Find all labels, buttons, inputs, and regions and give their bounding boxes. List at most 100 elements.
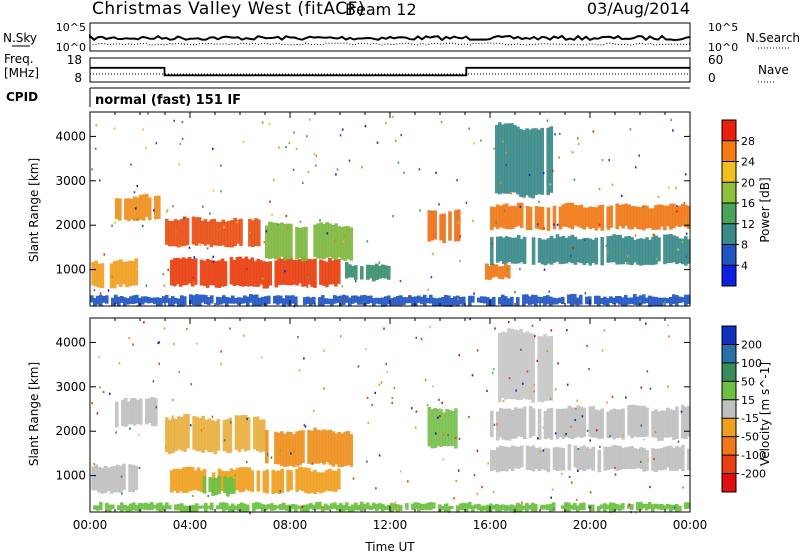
colorbar-tick-label-0: 200 [741,338,762,351]
echo-region-1 [115,397,158,428]
colorbar-swatch-0 [722,265,736,287]
xtick-label-0: 00:00 [73,518,108,532]
velocity-panel: 1000 2000 3000 4000 00:00 04:00 08:00 12:00 16:0… [27,317,772,554]
frequency-traces [90,66,690,77]
colorbar-tick-label-3: 16 [741,197,755,210]
echo-region-8 [490,202,691,231]
noise-left-tick-bottom: 10^0 [56,41,86,54]
colorbar-swatch-7 [722,455,736,474]
echo-region-8 [490,444,691,473]
colorbar-swatch-5 [722,418,736,437]
freq-right-tick-bottom: 0 [708,71,716,85]
echo-region-9 [490,233,691,266]
velocity-data [91,318,691,515]
noise-search-label: N.Search [746,31,800,45]
station-title: Christmas Valley West (fitACF) [92,0,365,19]
noise-right-tick-top: 10^5 [708,21,738,34]
ytick-label-4000: 4000 [55,335,86,349]
noise-left-tick-top: 10^5 [56,21,86,34]
search-noise-line [89,42,691,46]
echo-region-10 [495,122,554,199]
colorbar-tick-label-1: 100 [741,357,762,370]
xtick-label-6: 00:00 [673,518,708,532]
colorbar-swatch-6 [722,436,736,456]
echo-region-6 [427,209,461,243]
echo-region-7 [485,262,511,280]
colorbar-swatch-2 [722,223,736,245]
cpid-panel: CPID normal (fast) 151 IF [6,87,690,108]
colorbar-tick-label-2: 50 [741,375,755,388]
echo-region-0 [91,463,139,494]
colorbar-swatch-0 [722,326,736,345]
colorbar-tick-label-1: 8 [741,239,748,252]
echo-region-5 [345,262,391,282]
noise-panel: N.Sky 10^5 10^0 10^5 10^0 N.Search [3,21,800,54]
power-data [90,112,691,308]
echo-region-1 [115,193,161,222]
cpid-label: CPID [6,90,38,104]
xtick-label-3: 12:00 [373,518,408,532]
colorbar-tick-label-6: 28 [741,135,755,148]
colorbar-swatch-2 [722,362,736,382]
colorbar-tick-label-3: 15 [741,394,755,407]
echo-region-2 [165,413,266,455]
echo-region-6 [427,407,458,449]
colorbar-tick-label-0: 4 [741,259,748,272]
xtick-label-5: 20:00 [573,518,608,532]
time-axis-label: Time UT [364,540,415,554]
colorbar-swatch-4 [722,399,736,419]
echo-region-7 [490,404,691,441]
power-panel: 1000 2000 3000 4000 Slant Range [km] 4 8 12 16… [27,111,772,308]
echo-region-3 [170,256,341,289]
mode-label: normal (fast) 151 IF [95,93,241,108]
xtick-label-4: 16:00 [473,518,508,532]
colorbar-swatch-1 [722,344,736,364]
colorbar-swatch-6 [722,140,736,162]
echo-region-9 [498,328,554,403]
sky-noise-line [89,33,691,42]
date-label: 03/Aug/2014 [587,0,690,18]
colorbar-swatch-3 [722,381,736,401]
ytick-label-4000: 4000 [55,129,86,143]
colorbar-frame [721,325,737,493]
echo-region-5 [265,427,354,468]
freq-label-line1: Freq. [4,52,34,66]
colorbar-tick-label-5: 24 [741,156,755,169]
echo-region-4 [265,221,354,262]
ytick-label-2000: 2000 [55,218,86,232]
ytick-label-1000: 1000 [55,263,86,277]
colorbar-swatch-4 [722,182,736,204]
colorbar-tick-label-5: -50 [741,431,759,444]
freq-left-tick-bottom: 8 [74,71,82,85]
freq-left-tick-top: 18 [67,53,82,67]
echo-region-0 [91,258,139,289]
ytick-label-3000: 3000 [55,380,86,394]
colorbar-swatch-3 [722,203,736,225]
noise-traces [89,33,691,46]
echo-region-4 [202,475,236,497]
echo-region-10 [93,501,691,513]
power-ylabel: Slant Range [km] [27,158,41,262]
frequency-panel-frame [89,57,691,83]
freq-label-line2: [MHz] [4,66,39,80]
xtick-label-2: 08:00 [273,518,308,532]
power-colorbar-label: Power [dB] [758,177,772,242]
velocity-colorbar-label: Velocity [m s^-1] [758,362,772,466]
noise-sky-label: N.Sky [3,31,37,45]
ytick-label-1000: 1000 [55,469,86,483]
ytick-label-2000: 2000 [55,424,86,438]
velocity-ylabel: Slant Range [km] [27,362,41,466]
xtick-label-1: 04:00 [173,518,208,532]
frequency-panel: Freq. [MHz] 18 8 60 0 Nave [4,52,789,85]
velocity-axes: 1000 2000 3000 4000 00:00 04:00 08:00 12:00 16:0… [55,318,707,532]
velocity-colorbar: 200 100 50 15 -15 -50 -100 -200 [721,325,766,493]
echo-region-2 [165,216,261,248]
ytick-label-3000: 3000 [55,174,86,188]
colorbar-tick-label-2: 12 [741,218,755,231]
echo-region-3 [170,466,341,494]
beam-label: Beam 12 [345,0,417,19]
colorbar-tick-label-4: -15 [741,412,759,425]
scatter-speckle [91,112,688,308]
power-axes: 1000 2000 3000 4000 [55,112,691,306]
colorbar-tick-label-4: 20 [741,176,755,189]
